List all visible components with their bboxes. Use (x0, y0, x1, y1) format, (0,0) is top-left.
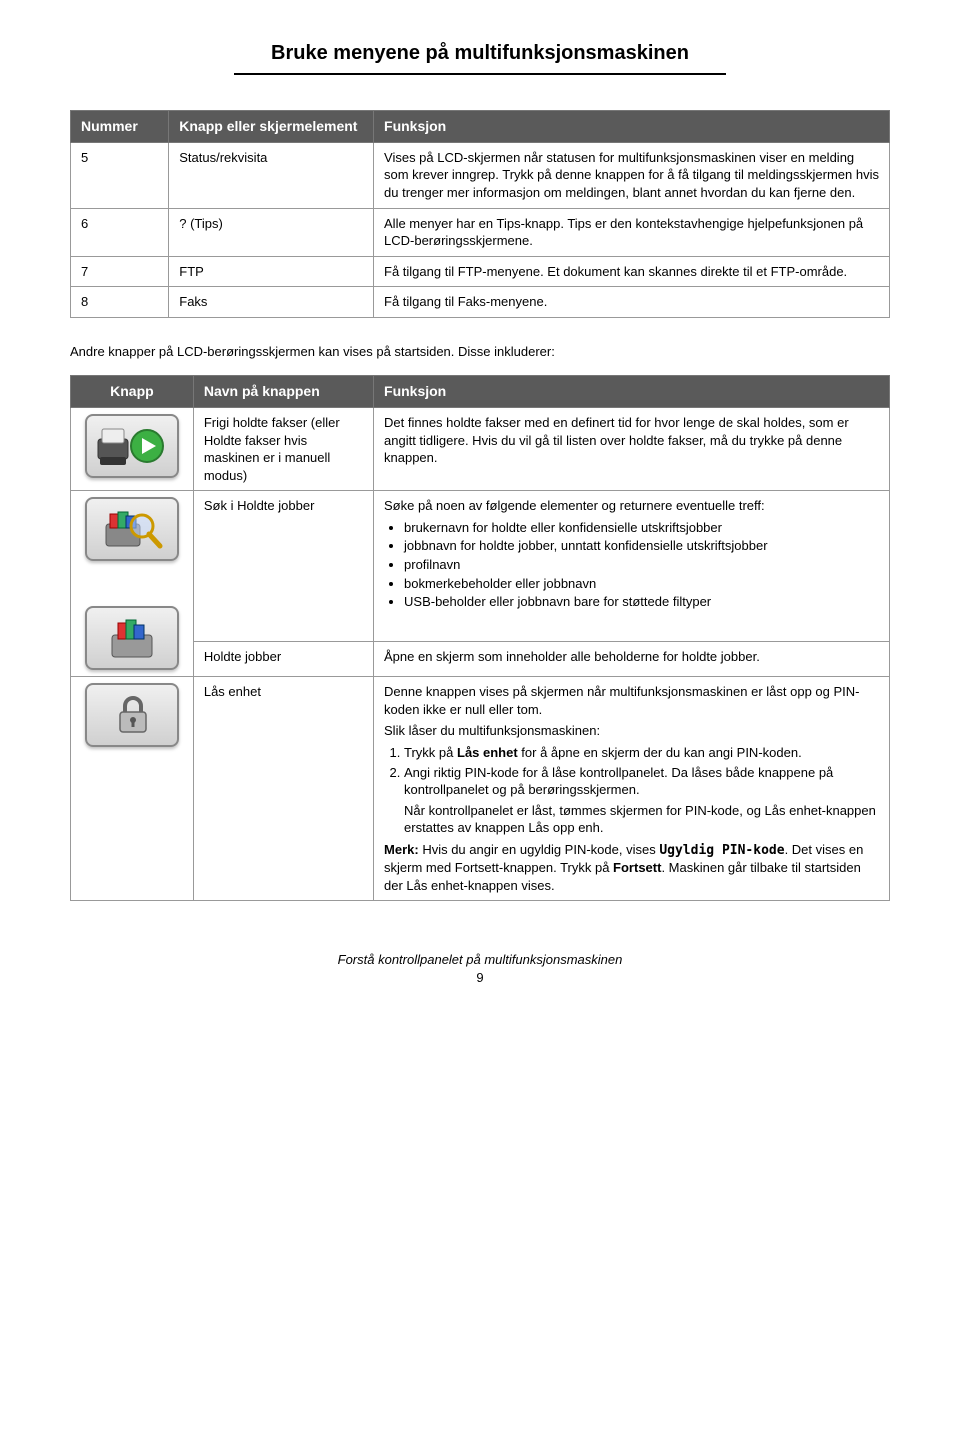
note-bold2: Fortsett (613, 860, 661, 875)
table-row: 8FaksFå tilgang til Faks-menyene. (71, 287, 890, 318)
bullet-item: jobbnavn for holdte jobber, unntatt konf… (404, 537, 879, 555)
table-row: Lås enhet Denne knappen vises på skjerme… (71, 677, 890, 901)
page-number: 9 (70, 969, 890, 987)
note-bold: Merk: (384, 842, 419, 857)
cell-number: 6 (71, 208, 169, 256)
footer-text: Forstå kontrollpanelet på multifunksjons… (338, 952, 623, 967)
button-name-held: Holdte jobber (193, 641, 373, 677)
th-element: Knapp eller skjermelement (169, 111, 374, 143)
step2-after: Når kontrollpanelet er låst, tømmes skje… (404, 802, 879, 837)
bullet-item: bokmerkebeholder eller jobbnavn (404, 575, 879, 593)
cell-function: Få tilgang til Faks-menyene. (374, 287, 890, 318)
lock-step-2: Angi riktig PIN-kode for å låse kontroll… (404, 764, 879, 837)
cell-function: Alle menyer har en Tips-knapp. Tips er d… (374, 208, 890, 256)
button-func-release: Det finnes holdte fakser med en definert… (374, 408, 890, 491)
button-name-lock: Lås enhet (193, 677, 373, 901)
search-bullets: brukernavn for holdte eller konfidensiel… (384, 519, 879, 611)
table-buttons: Knapp Navn på knappen Funksjon Frigi hol… (70, 375, 890, 901)
table-row: Holdte jobber Åpne en skjerm som innehol… (71, 641, 890, 677)
button-func-search: Søke på noen av følgende elementer og re… (374, 491, 890, 641)
step1-post: for å åpne en skjerm der du kan angi PIN… (518, 745, 802, 760)
cell-element: ? (Tips) (169, 208, 374, 256)
lock-step-1: Trykk på Lås enhet for å åpne en skjerm … (404, 744, 879, 762)
button-name-release: Frigi holdte fakser (eller Holdte fakser… (193, 408, 373, 491)
th-number: Nummer (71, 111, 169, 143)
step1-pre: Trykk på (404, 745, 457, 760)
step1-bold: Lås enhet (457, 745, 518, 760)
bullet-item: USB-beholder eller jobbnavn bare for stø… (404, 593, 879, 611)
table-row: Frigi holdte fakser (eller Holdte fakser… (71, 408, 890, 491)
lock-steps: Trykk på Lås enhet for å åpne en skjerm … (384, 744, 879, 837)
cell-number: 5 (71, 142, 169, 208)
lock-note: Merk: Hvis du angir en ugyldig PIN-kode,… (384, 841, 879, 895)
page-title: Bruke menyene på multifunksjonsmaskinen (70, 40, 890, 67)
note-pre: Hvis du angir en ugyldig PIN-kode, vises (419, 842, 660, 857)
table-row: Søk i Holdte jobber Søke på noen av følg… (71, 491, 890, 641)
button-name-search: Søk i Holdte jobber (193, 491, 373, 641)
held-jobs-icon (85, 606, 179, 670)
th-function: Funksjon (374, 111, 890, 143)
table-row: 5Status/rekvisitaVises på LCD-skjermen n… (71, 142, 890, 208)
cell-function: Få tilgang til FTP-menyene. Et dokument … (374, 256, 890, 287)
bullet-item: profilnavn (404, 556, 879, 574)
button-func-held: Åpne en skjerm som inneholder alle behol… (374, 641, 890, 677)
cell-element: FTP (169, 256, 374, 287)
cell-number: 7 (71, 256, 169, 287)
table-row: 7FTPFå tilgang til FTP-menyene. Et dokum… (71, 256, 890, 287)
release-fax-icon (85, 414, 179, 478)
table-screen-elements: Nummer Knapp eller skjermelement Funksjo… (70, 110, 890, 318)
th-button-func: Funksjon (374, 376, 890, 408)
page-footer: Forstå kontrollpanelet på multifunksjons… (70, 951, 890, 986)
cell-function: Vises på LCD-skjermen når statusen for m… (374, 142, 890, 208)
th-button-name: Navn på knappen (193, 376, 373, 408)
cell-element: Status/rekvisita (169, 142, 374, 208)
lock-intro1: Denne knappen vises på skjermen når mult… (384, 683, 879, 718)
search-func-intro: Søke på noen av følgende elementer og re… (384, 498, 765, 513)
button-func-lock: Denne knappen vises på skjermen når mult… (374, 677, 890, 901)
bullet-item: brukernavn for holdte eller konfidensiel… (404, 519, 879, 537)
cell-number: 8 (71, 287, 169, 318)
table-row: 6? (Tips)Alle menyer har en Tips-knapp. … (71, 208, 890, 256)
title-rule (234, 73, 726, 75)
search-jobs-icon (85, 497, 179, 561)
lock-device-icon (85, 683, 179, 747)
cell-element: Faks (169, 287, 374, 318)
th-button-icon: Knapp (71, 376, 194, 408)
step2-text: Angi riktig PIN-kode for å låse kontroll… (404, 765, 833, 798)
lock-intro2: Slik låser du multifunksjonsmaskinen: (384, 722, 879, 740)
intro-paragraph: Andre knapper på LCD-berøringsskjermen k… (70, 343, 890, 361)
note-code: Ugyldig PIN-kode (659, 843, 784, 858)
